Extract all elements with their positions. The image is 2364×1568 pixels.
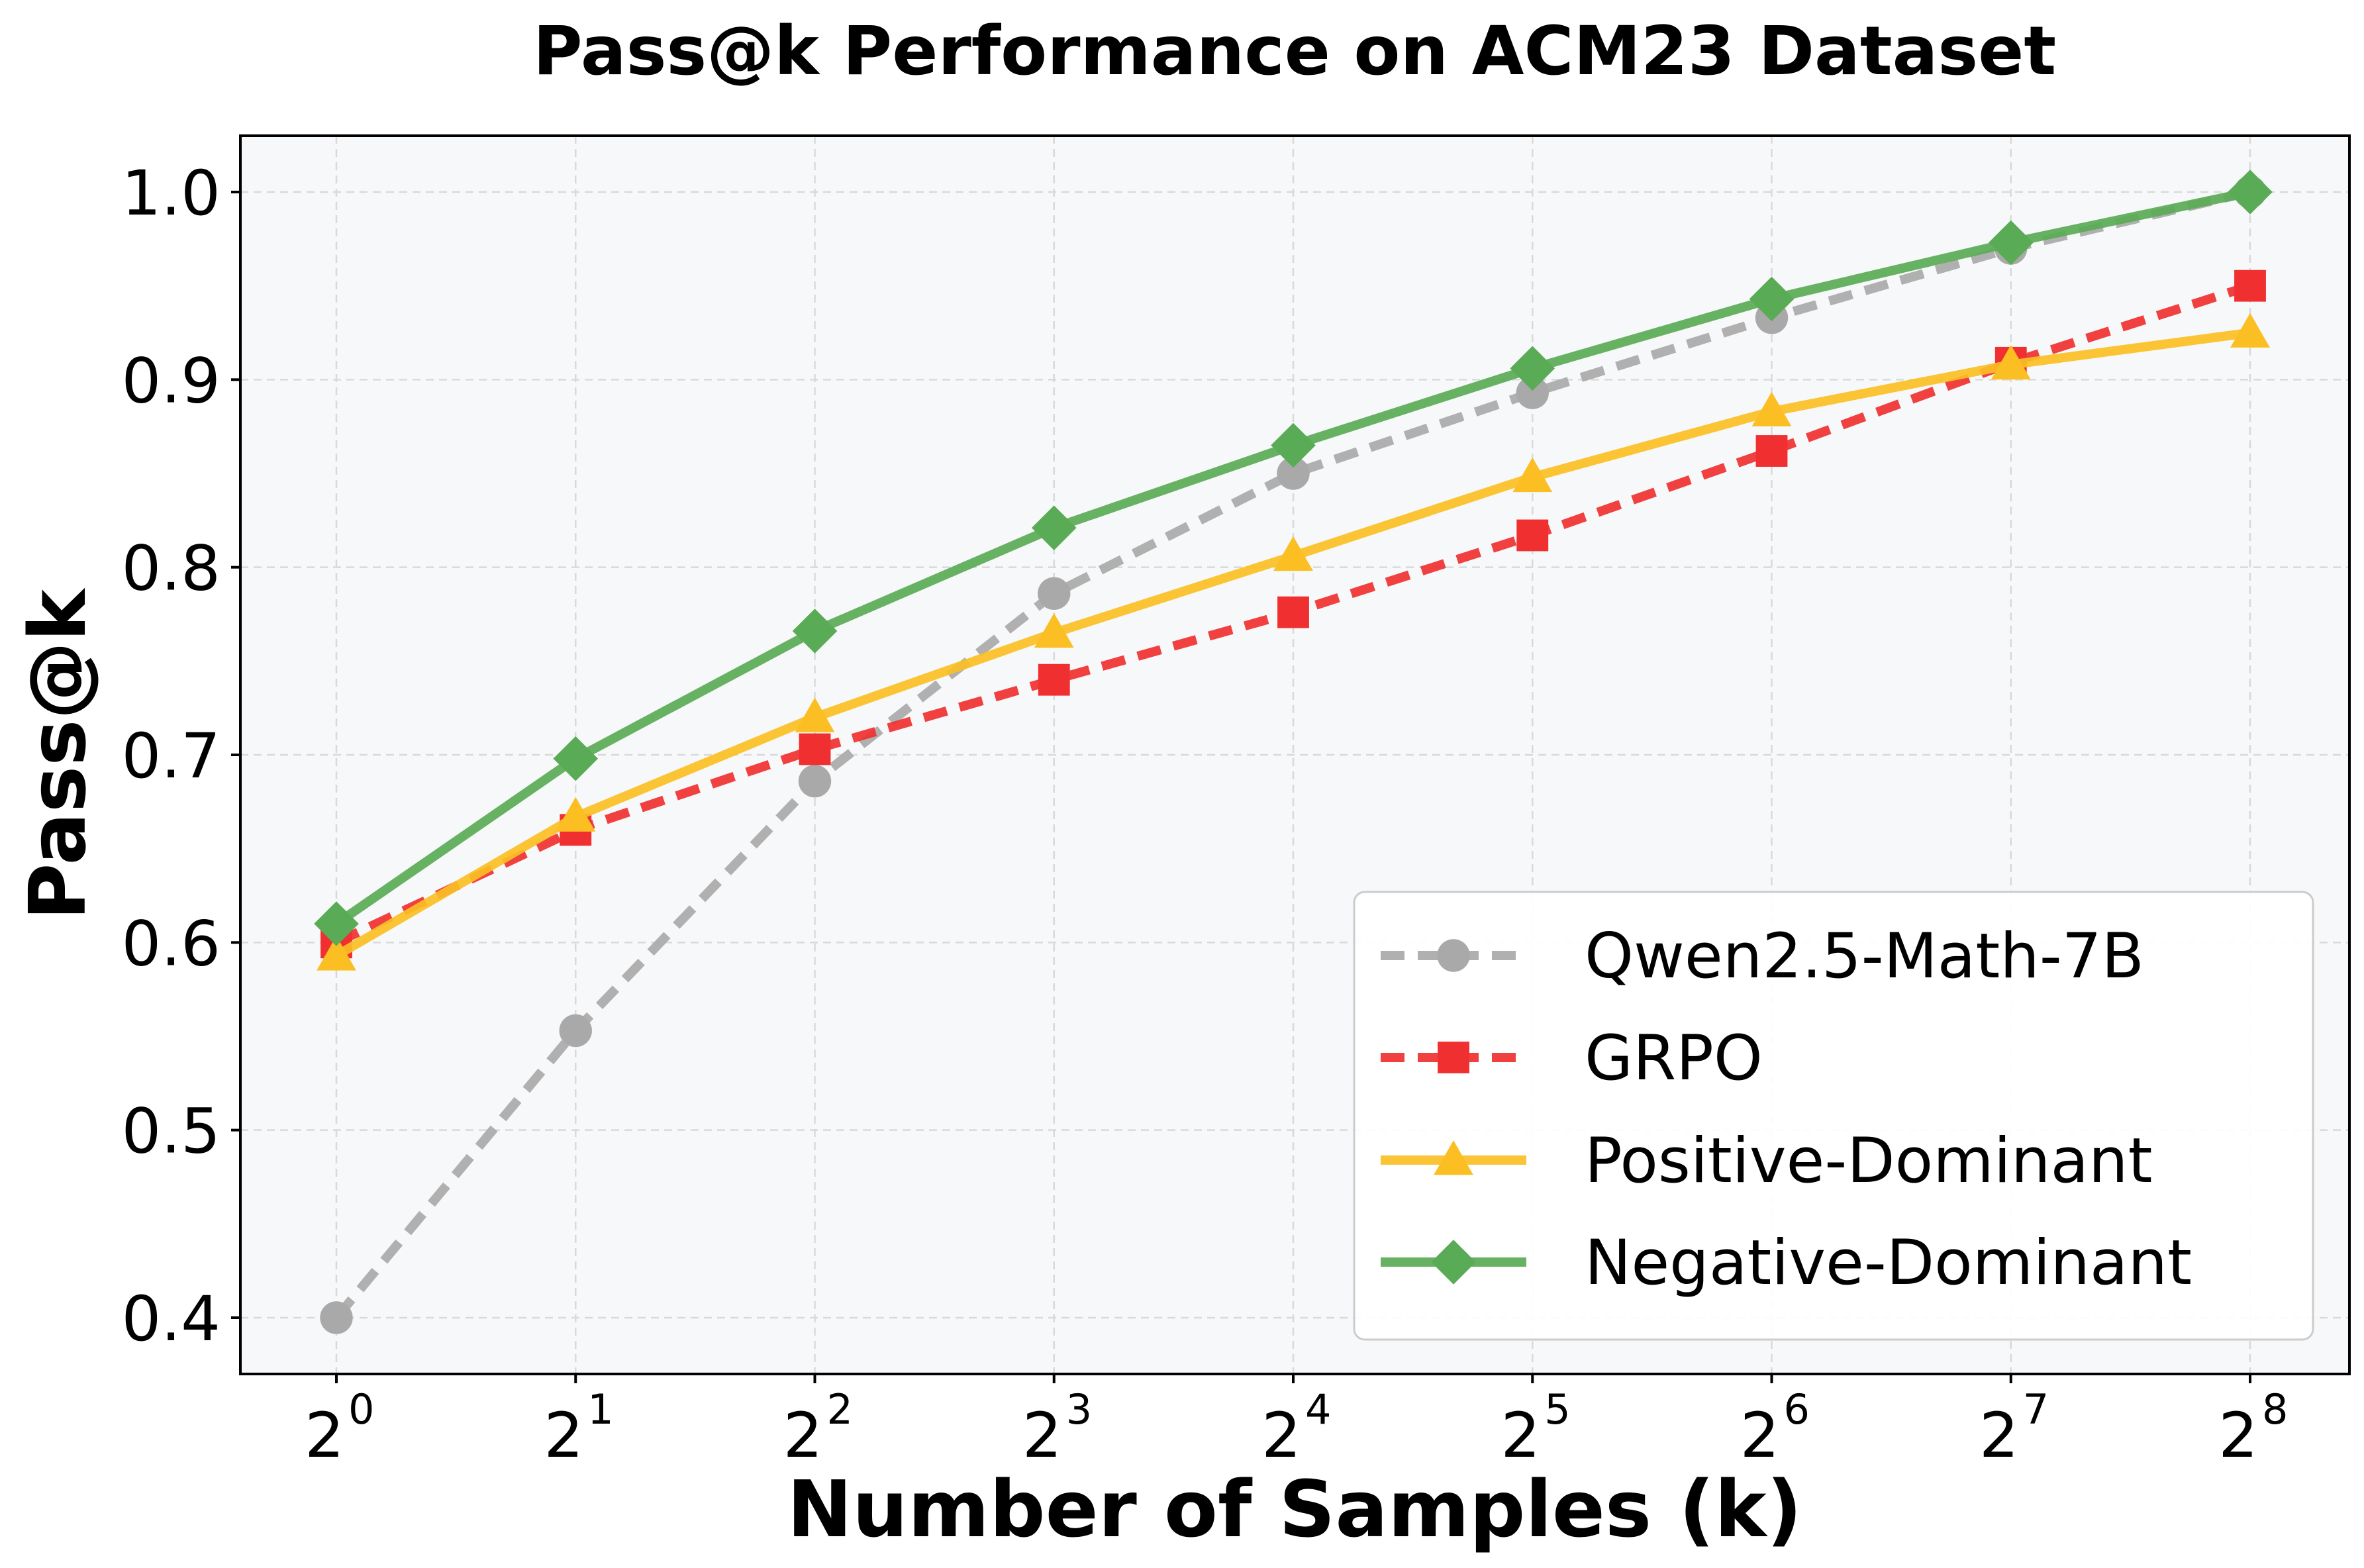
- y-tick-label: 0.4: [122, 1283, 221, 1355]
- data-point: [1038, 663, 1070, 696]
- data-point: [1988, 220, 2034, 266]
- legend-item: Positive-Dominant: [1381, 1125, 2152, 1197]
- x-tick-exponent: 7: [2023, 1385, 2049, 1434]
- data-point: [798, 764, 832, 798]
- data-point: [1991, 344, 2031, 380]
- data-point: [792, 609, 838, 654]
- y-tick-label: 1.0: [122, 158, 221, 230]
- data-point: [553, 736, 599, 781]
- data-point: [317, 936, 356, 971]
- data-point: [556, 797, 596, 832]
- x-tick-label: 2: [1979, 1400, 2019, 1472]
- x-tick-exponent: 3: [1066, 1385, 1092, 1434]
- x-tick-label: 2: [305, 1400, 344, 1472]
- x-tick-label: 2: [1261, 1400, 1301, 1472]
- data-point: [1751, 391, 1792, 426]
- x-tick-label: 2: [544, 1400, 583, 1472]
- legend-marker: [1431, 1240, 1476, 1285]
- legend-label: Positive-Dominant: [1585, 1125, 2152, 1197]
- x-tick-label: 2: [1501, 1400, 1540, 1472]
- data-point: [2230, 313, 2270, 348]
- legend-label: Negative-Dominant: [1585, 1227, 2192, 1299]
- y-axis-label: Pass@k: [12, 588, 103, 920]
- x-tick-exponent: 1: [587, 1385, 613, 1434]
- data-point: [2234, 270, 2266, 302]
- y-tick-label: 0.8: [122, 533, 221, 605]
- legend-marker: [1437, 939, 1470, 972]
- data-point: [1512, 457, 1553, 493]
- data-point: [1516, 376, 1549, 409]
- data-point: [1273, 536, 1313, 571]
- x-tick-label: 2: [783, 1400, 823, 1472]
- legend-item: GRPO: [1381, 1022, 1763, 1095]
- data-point: [1034, 612, 1074, 648]
- y-tick-label: 0.6: [122, 908, 221, 980]
- data-point: [1271, 422, 1316, 468]
- data-point: [799, 733, 831, 765]
- data-point: [2228, 170, 2273, 215]
- series-negative-dominant: [314, 170, 2273, 946]
- data-point: [1038, 577, 1071, 611]
- legend-item: Qwen2.5-Math-7B: [1381, 920, 2144, 993]
- legend-label: GRPO: [1585, 1022, 1763, 1095]
- chart-title: Pass@k Performance on ACM23 Dataset: [533, 12, 2056, 91]
- legend: Qwen2.5-Math-7B GRPO Positive-Dominant Nega…: [1353, 891, 2314, 1341]
- x-tick-exponent: 2: [827, 1385, 853, 1434]
- x-axis-label: Number of Samples (k): [787, 1463, 1802, 1555]
- legend-marker: [1438, 1042, 1469, 1073]
- data-point: [1749, 276, 1795, 322]
- x-tick-exponent: 6: [1784, 1385, 1810, 1434]
- data-point: [795, 697, 835, 732]
- legend-label: Qwen2.5-Math-7B: [1585, 920, 2144, 993]
- data-point: [559, 1014, 592, 1048]
- y-axis-ticks: 0.4 0.5 0.6 0.7 0.8 0.9 1.0: [122, 158, 240, 1355]
- x-tick-exponent: 8: [2262, 1385, 2288, 1434]
- x-tick-label: 2: [2218, 1400, 2258, 1472]
- series-positive-dominant: [317, 313, 2270, 971]
- legend-box: [1353, 891, 2314, 1341]
- data-point: [1277, 457, 1310, 490]
- data-point: [1516, 519, 1549, 552]
- data-point: [1510, 346, 1555, 391]
- data-point: [1755, 435, 1788, 467]
- y-tick-label: 0.9: [122, 345, 221, 417]
- legend-item: Negative-Dominant: [1381, 1227, 2192, 1299]
- y-tick-label: 0.5: [122, 1096, 221, 1168]
- x-tick-exponent: 5: [1544, 1385, 1570, 1434]
- series-line: [332, 187, 2251, 1321]
- series-layer: [314, 170, 2273, 1334]
- data-point: [320, 1301, 353, 1334]
- y-tick-label: 0.7: [122, 720, 221, 793]
- x-tick-exponent: 0: [348, 1385, 374, 1434]
- data-point: [1277, 596, 1309, 628]
- legend-marker: [1434, 1140, 1473, 1175]
- x-tick-exponent: 4: [1305, 1385, 1331, 1434]
- data-point: [1031, 505, 1077, 550]
- data-point: [314, 901, 359, 946]
- x-tick-label: 2: [1022, 1400, 1062, 1472]
- x-tick-label: 2: [1740, 1400, 1780, 1472]
